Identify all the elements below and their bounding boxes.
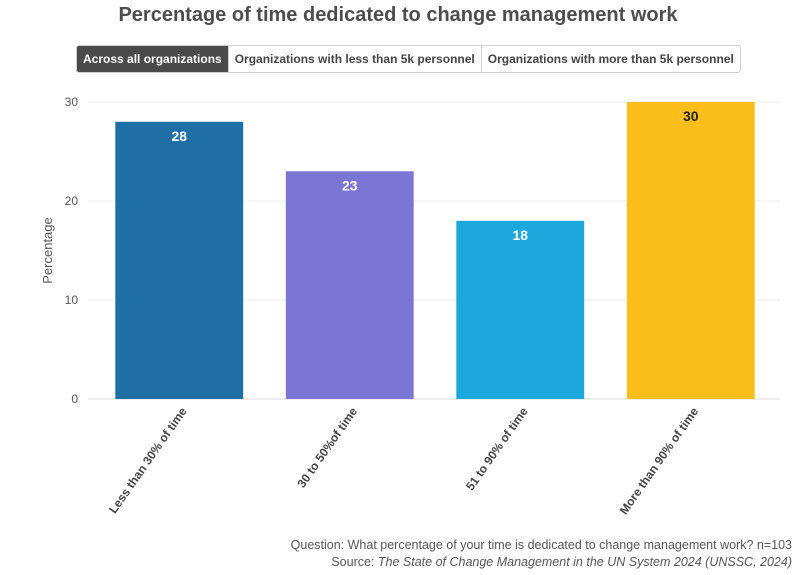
y-tick-label-10: 10: [65, 293, 79, 307]
bar-1: [285, 171, 414, 399]
x-tick-label-1: 30 to 50%of time: [294, 404, 360, 490]
y-axis-label: Percentage: [40, 217, 55, 284]
x-tick-label-2: 51 to 90% of time: [463, 404, 531, 493]
source-note: Source: The State of Change Management i…: [291, 554, 792, 571]
y-tick-label-0: 0: [71, 392, 78, 406]
x-tick-label-3: More than 90% of time: [617, 404, 702, 517]
bar-chart: 0 10 20 30 Percentage 28 Less than 30% of time…: [40, 95, 780, 517]
chart-title: Percentage of time dedicated to change m…: [118, 4, 678, 26]
bar-0: [115, 121, 244, 400]
source-title: The State of Change Management in the UN…: [377, 555, 792, 569]
bar-2: [456, 220, 585, 399]
y-tick-label-20: 20: [65, 194, 79, 208]
data-label-1: 23: [342, 177, 358, 193]
data-label-0: 28: [171, 128, 187, 144]
y-tick-label-30: 30: [65, 95, 79, 109]
data-label-2: 18: [512, 227, 528, 243]
question-note: Question: What percentage of your time i…: [290, 538, 792, 552]
tab-less-than-5k[interactable]: Organizations with less than 5k personne…: [228, 46, 482, 72]
x-tick-label-0: Less than 30% of time: [106, 404, 190, 516]
tab-more-than-5k[interactable]: Organizations with more than 5k personne…: [481, 46, 740, 72]
source-prefix: Source:: [331, 555, 378, 569]
data-label-3: 30: [683, 108, 699, 124]
chart-footer: Question: What percentage of your time i…: [291, 537, 792, 571]
tab-across-all-organizations[interactable]: Across all organizations: [77, 46, 229, 72]
view-tabs: Across all organizations Organizations w…: [76, 45, 741, 73]
bar-3: [626, 102, 755, 399]
